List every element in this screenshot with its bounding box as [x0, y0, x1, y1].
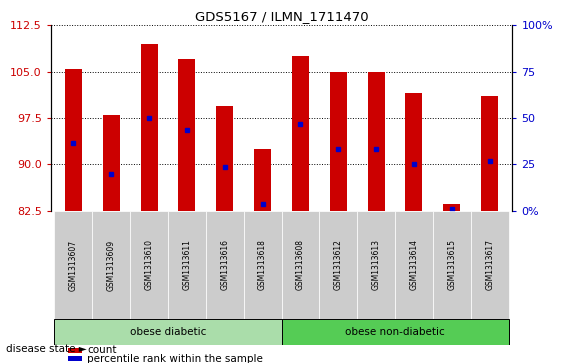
Bar	[282, 211, 319, 319]
Text: GSM1313618: GSM1313618	[258, 240, 267, 290]
Bar	[330, 72, 347, 211]
Text: disease state ►: disease state ►	[6, 344, 86, 354]
Bar	[395, 211, 433, 319]
Bar	[319, 211, 357, 319]
Bar	[168, 211, 206, 319]
Bar	[443, 204, 461, 211]
Bar	[102, 115, 120, 211]
Text: obese diabetic: obese diabetic	[130, 327, 206, 337]
Bar	[282, 319, 508, 345]
Text: GSM1313611: GSM1313611	[182, 240, 191, 290]
Text: GSM1313616: GSM1313616	[220, 240, 229, 290]
Bar	[357, 211, 395, 319]
Bar	[178, 60, 195, 211]
Text: percentile rank within the sample: percentile rank within the sample	[87, 354, 263, 363]
Bar	[471, 211, 508, 319]
Bar	[55, 211, 92, 319]
Bar	[368, 72, 385, 211]
Bar	[254, 149, 271, 211]
Bar	[65, 69, 82, 211]
Title: GDS5167 / ILMN_1711470: GDS5167 / ILMN_1711470	[195, 10, 368, 23]
Bar	[481, 97, 498, 211]
Text: GSM1313615: GSM1313615	[447, 240, 456, 290]
Text: GSM1313610: GSM1313610	[145, 240, 154, 290]
Bar	[244, 211, 282, 319]
Bar	[92, 211, 130, 319]
Bar	[68, 356, 82, 361]
Text: GSM1313617: GSM1313617	[485, 240, 494, 290]
Text: GSM1313607: GSM1313607	[69, 240, 78, 290]
Text: GSM1313612: GSM1313612	[334, 240, 343, 290]
Text: GSM1313614: GSM1313614	[409, 240, 418, 290]
Bar	[68, 348, 82, 353]
Text: GSM1313613: GSM1313613	[372, 240, 381, 290]
Bar	[141, 44, 158, 211]
Text: count: count	[87, 346, 117, 355]
Bar	[130, 211, 168, 319]
Bar	[405, 93, 422, 211]
Bar	[433, 211, 471, 319]
Text: obese non-diabetic: obese non-diabetic	[345, 327, 445, 337]
Bar	[216, 106, 233, 211]
Bar	[55, 319, 282, 345]
Text: GSM1313608: GSM1313608	[296, 240, 305, 290]
Bar	[292, 56, 309, 211]
Bar	[206, 211, 244, 319]
Text: GSM1313609: GSM1313609	[107, 240, 116, 290]
